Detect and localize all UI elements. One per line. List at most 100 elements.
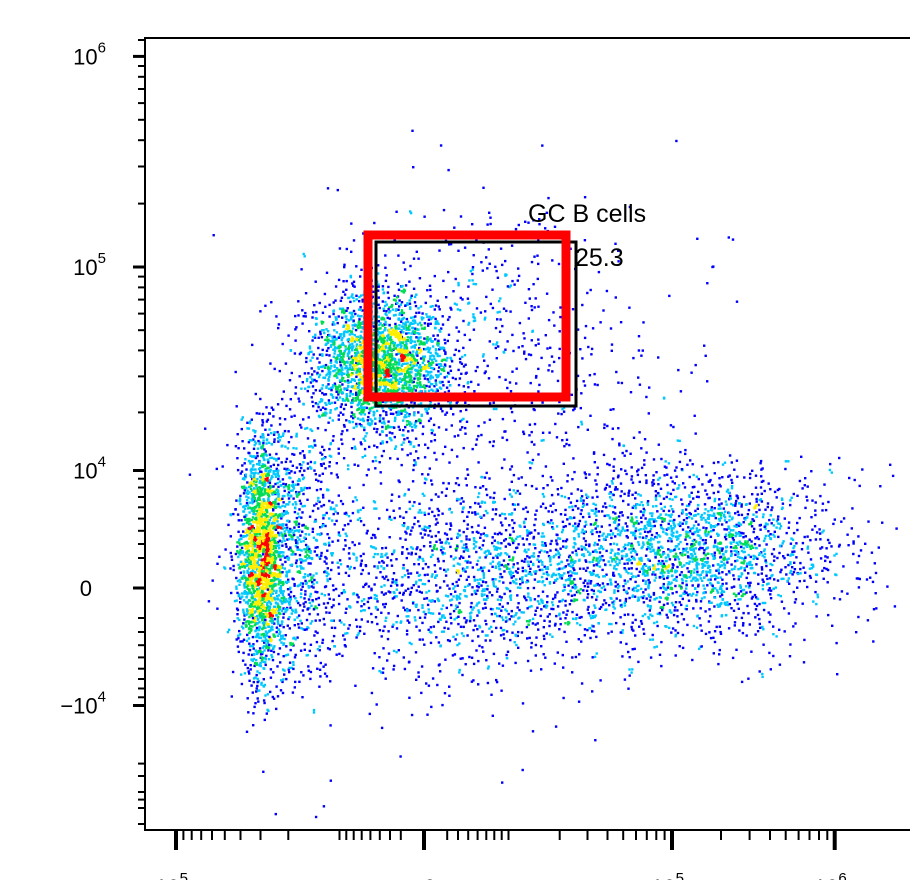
event-point	[252, 540, 256, 543]
event-point	[345, 387, 349, 390]
event-point	[279, 555, 282, 558]
event-point	[416, 340, 420, 343]
event-point	[397, 352, 401, 355]
event-point	[331, 561, 334, 564]
event-point	[279, 637, 283, 640]
event-point	[243, 614, 246, 617]
event-point	[257, 439, 260, 443]
event-point	[440, 359, 444, 363]
event-point	[251, 691, 254, 694]
event-point	[254, 581, 257, 584]
event-point	[257, 628, 261, 632]
event-point	[325, 336, 329, 339]
event-point	[412, 387, 415, 390]
event-point	[287, 558, 290, 561]
event-point	[382, 339, 386, 343]
event-point	[255, 626, 259, 630]
event-point	[286, 608, 289, 611]
event-point	[318, 373, 322, 376]
event-point	[419, 350, 423, 353]
event-point	[372, 302, 375, 305]
event-point	[423, 322, 427, 325]
event-point	[304, 533, 307, 536]
event-point	[268, 637, 272, 641]
event-point	[260, 489, 263, 493]
event-point	[249, 469, 252, 472]
event-point	[409, 321, 413, 325]
event-point	[255, 606, 259, 609]
event-point	[356, 394, 359, 398]
event-point	[438, 328, 441, 332]
event-point	[307, 372, 310, 375]
event-point	[283, 489, 286, 493]
event-point	[418, 382, 422, 385]
event-point	[277, 502, 280, 506]
event-point	[259, 595, 262, 598]
event-point	[397, 308, 400, 311]
event-point	[288, 661, 292, 664]
event-point	[267, 485, 270, 489]
event-point	[258, 591, 261, 594]
event-point	[261, 535, 264, 538]
event-point	[264, 656, 267, 659]
event-point	[248, 575, 251, 578]
event-point	[341, 316, 344, 319]
event-point	[238, 629, 241, 633]
event-point	[370, 420, 374, 423]
event-point	[280, 641, 283, 644]
event-point	[330, 386, 333, 390]
event-point	[351, 401, 354, 404]
event-point	[355, 364, 358, 367]
event-point	[265, 654, 268, 658]
event-point	[407, 381, 410, 384]
event-point	[416, 384, 420, 387]
event-point	[263, 490, 266, 493]
event-point	[262, 685, 266, 688]
event-point	[285, 457, 289, 461]
event-point	[346, 347, 350, 350]
event-point	[302, 418, 305, 421]
event-point	[331, 323, 334, 326]
event-point	[385, 434, 388, 437]
event-point	[328, 354, 331, 357]
event-point	[387, 333, 390, 337]
event-point	[359, 337, 362, 340]
event-point	[218, 555, 221, 558]
event-point	[380, 346, 384, 349]
event-point	[255, 577, 258, 580]
event-point	[267, 623, 270, 626]
event-point	[446, 318, 450, 321]
event-point	[253, 506, 257, 509]
event-point	[421, 473, 424, 476]
event-point	[265, 420, 269, 423]
event-point	[274, 528, 278, 531]
event-point	[281, 680, 284, 684]
event-point	[406, 356, 409, 359]
event-point	[363, 406, 367, 409]
event-point	[273, 438, 276, 441]
event-point	[381, 371, 384, 375]
event-point	[383, 363, 386, 367]
event-point	[275, 591, 278, 595]
event-point	[246, 517, 249, 521]
event-point	[307, 669, 310, 672]
event-point	[246, 697, 249, 700]
event-point	[339, 411, 342, 414]
event-point	[342, 528, 345, 531]
event-point	[351, 332, 354, 336]
event-point	[332, 619, 335, 622]
event-point	[387, 374, 390, 377]
event-point	[345, 395, 348, 398]
event-point	[250, 592, 254, 596]
event-point	[232, 512, 235, 516]
event-point	[256, 489, 260, 492]
event-point	[277, 457, 280, 460]
event-point	[317, 496, 320, 500]
event-point	[371, 386, 374, 389]
event-point	[371, 382, 375, 385]
event-point	[429, 366, 433, 370]
event-point	[392, 363, 396, 366]
event-point	[254, 442, 258, 445]
event-point	[336, 476, 339, 479]
event-point	[265, 554, 268, 557]
